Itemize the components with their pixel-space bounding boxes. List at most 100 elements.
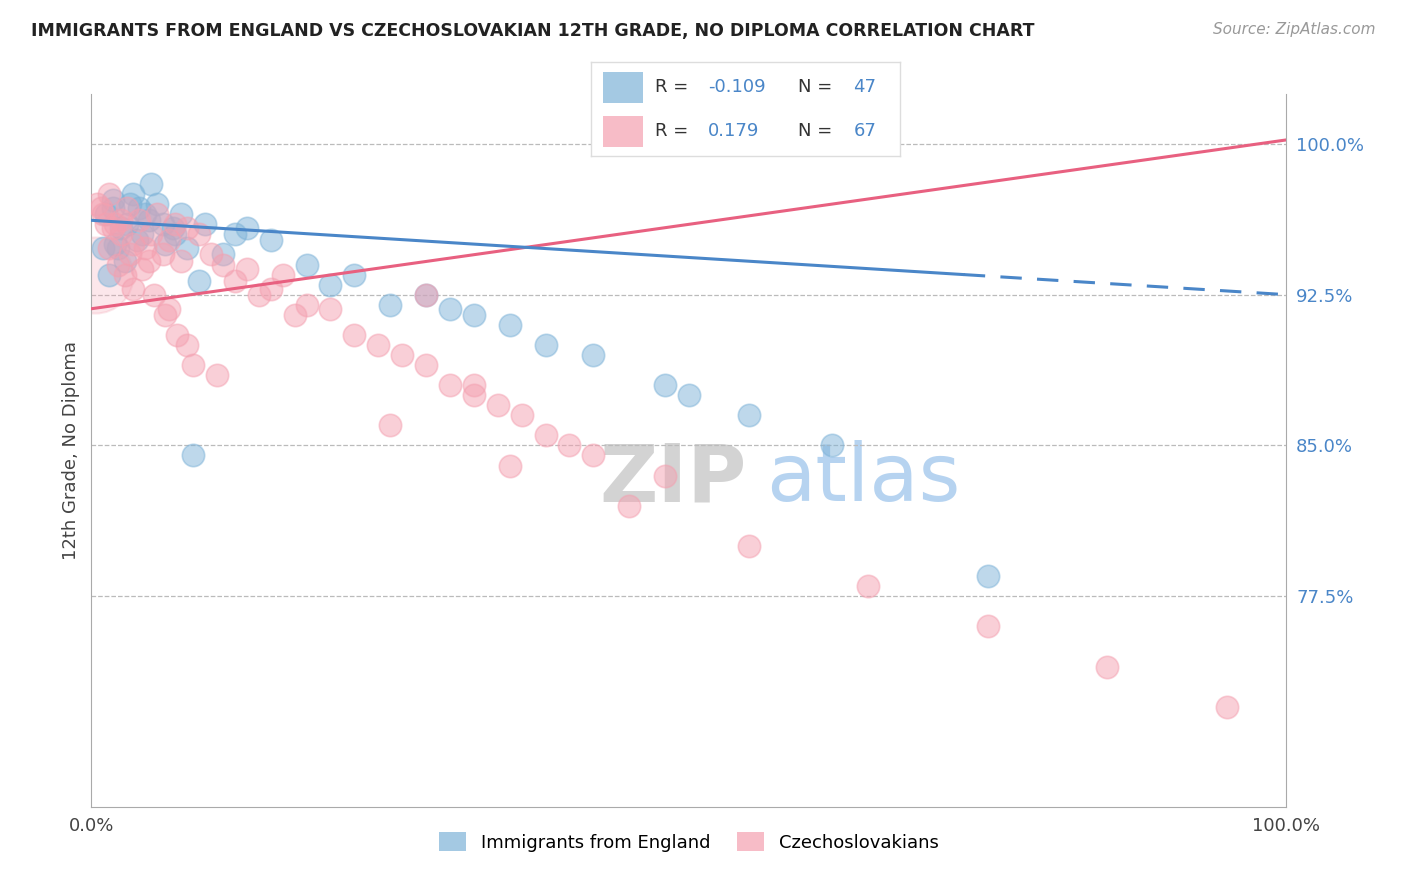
Point: [176, 338, 198, 352]
Point: [104, 217, 127, 231]
Point: [138, 253, 160, 268]
Point: [415, 287, 437, 301]
Point: [737, 539, 759, 553]
Point: [134, 242, 156, 256]
Point: [93, 242, 114, 256]
Point: [122, 282, 145, 296]
Text: -0.109: -0.109: [709, 78, 766, 96]
Point: [115, 201, 138, 215]
Point: [211, 247, 233, 261]
Point: [122, 237, 145, 252]
Point: [200, 247, 222, 261]
Point: [391, 348, 413, 362]
Point: [94, 217, 117, 231]
Point: [319, 301, 342, 316]
Point: [163, 217, 186, 231]
Point: [582, 449, 605, 463]
Point: [534, 338, 557, 352]
Point: [439, 301, 461, 316]
Point: [155, 308, 177, 322]
Text: atlas: atlas: [766, 440, 960, 518]
Point: [141, 227, 162, 242]
Bar: [603, 116, 643, 147]
Point: [90, 201, 112, 215]
Point: [157, 234, 180, 248]
Text: 0.179: 0.179: [709, 122, 759, 140]
Point: [1097, 659, 1119, 673]
Point: [498, 458, 520, 473]
Point: [125, 234, 148, 248]
Point: [94, 207, 117, 221]
Point: [138, 213, 160, 227]
Point: [93, 207, 114, 221]
Point: [619, 499, 641, 513]
Point: [101, 201, 124, 215]
Point: [176, 221, 198, 235]
Point: [259, 282, 281, 296]
Point: [170, 207, 193, 221]
Point: [367, 338, 389, 352]
Point: [224, 227, 246, 242]
Point: [582, 348, 605, 362]
Point: [170, 253, 193, 268]
Point: [211, 258, 233, 272]
Point: [181, 449, 204, 463]
Point: [343, 268, 366, 282]
Point: [439, 378, 461, 392]
Point: [295, 298, 318, 312]
Point: [378, 418, 402, 433]
Point: [205, 368, 228, 382]
Point: [152, 247, 174, 261]
Point: [678, 388, 700, 402]
Point: [534, 428, 557, 442]
Point: [166, 327, 188, 342]
Point: [654, 378, 676, 392]
Point: [107, 242, 129, 256]
Point: [181, 358, 204, 372]
Point: [247, 287, 270, 301]
Point: [976, 569, 998, 583]
Point: [104, 237, 127, 252]
Point: [118, 247, 141, 261]
Point: [122, 187, 145, 202]
Text: R =: R =: [655, 78, 695, 96]
Point: [187, 274, 211, 288]
Text: N =: N =: [797, 122, 838, 140]
Point: [343, 327, 366, 342]
Point: [486, 398, 509, 412]
Point: [319, 277, 342, 292]
Point: [463, 388, 485, 402]
Point: [110, 227, 132, 242]
Point: [128, 201, 150, 215]
Point: [415, 358, 437, 372]
Point: [654, 468, 676, 483]
Point: [856, 579, 880, 593]
Point: [155, 237, 177, 252]
Text: N =: N =: [797, 78, 838, 96]
Point: [821, 438, 844, 452]
Point: [98, 187, 121, 202]
Point: [558, 438, 581, 452]
Point: [146, 197, 169, 211]
Point: [118, 197, 141, 211]
Point: [162, 221, 184, 235]
Point: [295, 258, 318, 272]
Point: [107, 258, 129, 272]
Point: [128, 213, 150, 227]
Point: [194, 217, 217, 231]
Point: [976, 619, 998, 633]
Point: [463, 378, 485, 392]
Point: [1215, 699, 1237, 714]
Point: [463, 308, 485, 322]
Point: [110, 213, 132, 227]
Point: [283, 308, 307, 322]
Point: [134, 207, 156, 221]
Point: [101, 193, 124, 207]
Point: [114, 253, 136, 268]
Point: [737, 409, 759, 423]
Point: [152, 217, 174, 231]
Point: [271, 268, 294, 282]
Point: [101, 221, 124, 235]
Point: [84, 268, 107, 282]
Text: 47: 47: [853, 78, 876, 96]
